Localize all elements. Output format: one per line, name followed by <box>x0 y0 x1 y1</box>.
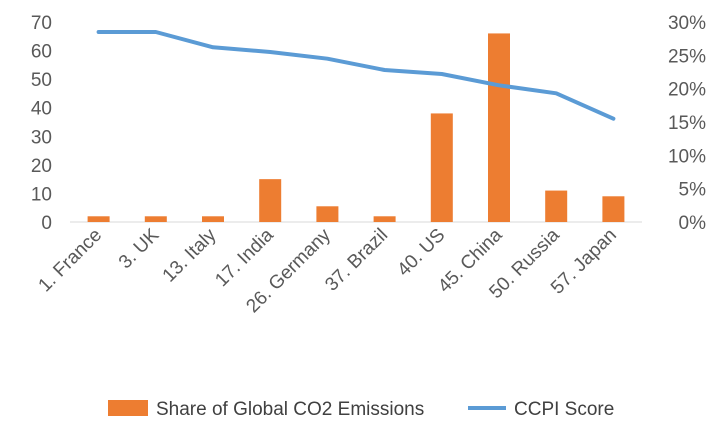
right-tick-label: 30% <box>668 13 706 34</box>
left-tick-label: 50 <box>31 70 52 91</box>
category-label: 40. US <box>393 225 449 281</box>
legend-label-bar: Share of Global CO2 Emissions <box>156 399 424 420</box>
right-tick-label: 15% <box>668 113 706 134</box>
bar-10 <box>602 196 625 222</box>
legend: Share of Global CO2 Emissions CCPI Score <box>108 399 614 420</box>
left-axis-ticks: 0 10 20 30 40 50 60 70 <box>31 13 52 234</box>
left-tick-label: 60 <box>31 42 52 63</box>
category-label: 37. Brazil <box>321 225 392 296</box>
right-tick-label: 10% <box>668 146 706 167</box>
ccpi-line <box>96 30 616 121</box>
legend-label-line: CCPI Score <box>514 399 614 420</box>
bar-8 <box>488 33 510 222</box>
bar-1 <box>87 216 110 222</box>
legend-swatch-bar <box>108 400 148 416</box>
right-tick-label: 25% <box>668 46 706 67</box>
left-tick-label: 0 <box>41 213 52 234</box>
right-tick-label: 20% <box>668 80 706 101</box>
bar-6 <box>373 216 396 222</box>
right-tick-label: 0% <box>679 213 707 234</box>
category-label: 3. UK <box>115 224 164 273</box>
left-tick-label: 10 <box>31 184 52 205</box>
category-label: 1. France <box>35 225 107 297</box>
right-tick-label: 5% <box>679 180 707 201</box>
bar-3 <box>202 216 224 222</box>
bar-2 <box>144 216 167 222</box>
bar-9 <box>545 190 568 222</box>
left-tick-label: 20 <box>31 156 52 177</box>
left-tick-label: 30 <box>31 127 52 148</box>
bar-4 <box>259 179 282 222</box>
left-tick-label: 40 <box>31 99 52 120</box>
line-series <box>96 30 616 121</box>
bar-series <box>87 33 625 222</box>
bar-5 <box>316 206 339 222</box>
left-tick-label: 70 <box>31 13 52 34</box>
bar-7 <box>430 113 453 222</box>
right-axis-ticks: 0% 5% 10% 15% 20% 25% 30% <box>668 13 706 234</box>
